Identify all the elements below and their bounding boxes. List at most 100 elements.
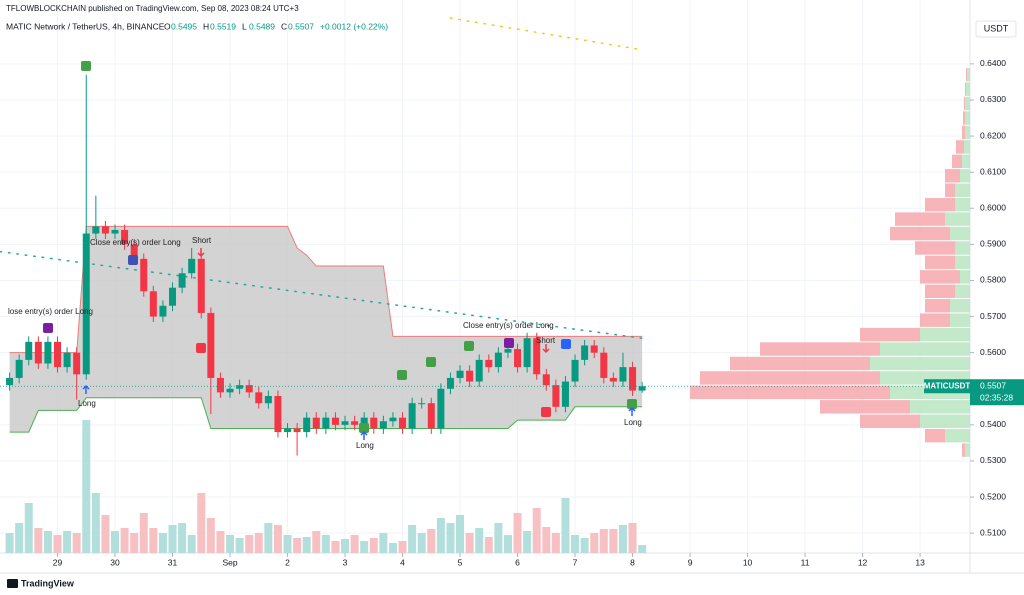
candle-body — [207, 312, 215, 378]
x-tick-label: Sep — [222, 557, 237, 567]
profile-down — [925, 255, 955, 270]
volume-bar — [398, 541, 407, 553]
symbol-tag: MATICUSDT — [924, 381, 971, 390]
candle-body — [274, 395, 282, 433]
candle-body — [437, 388, 445, 429]
candle-body — [264, 395, 272, 404]
volume-bar — [427, 529, 436, 553]
x-tick-label: 29 — [53, 557, 63, 567]
candle-body — [418, 403, 426, 405]
profile-up — [880, 342, 970, 356]
profile-up — [945, 428, 970, 443]
ohlc-label: C — [281, 21, 287, 31]
signal-marker — [196, 343, 206, 353]
last-price-box — [970, 379, 1024, 406]
profile-down — [965, 82, 966, 96]
volume-bar — [293, 538, 302, 553]
ohlc-value: 0.5507 — [288, 21, 314, 31]
profile-up — [965, 443, 970, 457]
ohlc-label: H — [203, 21, 209, 31]
volume-bar — [24, 503, 33, 553]
profile-down — [956, 140, 964, 154]
annotation: Long — [624, 418, 642, 427]
symbol: MATIC Network / TetherUS, 4h, BINANCE — [6, 21, 165, 31]
volume-bar — [618, 525, 627, 553]
candle-body — [600, 352, 608, 378]
profile-down — [966, 68, 967, 82]
signal-marker — [359, 423, 369, 433]
candle-body — [475, 359, 483, 382]
profile-down — [820, 400, 910, 414]
volume-bar — [638, 545, 647, 553]
x-tick-label: 30 — [110, 557, 120, 567]
volume-bar — [197, 493, 206, 553]
ohlc-value: 0.5495 — [171, 21, 197, 31]
profile-up — [955, 183, 970, 197]
branding: TradingView — [21, 578, 75, 588]
candle-body — [590, 345, 598, 353]
volume-bar — [178, 523, 187, 553]
volume-bar — [111, 531, 120, 553]
candle-body — [303, 417, 311, 433]
profile-down — [963, 111, 965, 125]
y-tick-label: 0.5400 — [980, 419, 1006, 429]
candle-body — [178, 273, 186, 288]
candle-body — [73, 352, 81, 375]
candle-body — [101, 226, 109, 234]
volume-bar — [379, 533, 388, 553]
x-tick-label: 13 — [915, 557, 925, 567]
candle-body — [619, 367, 627, 382]
profile-up — [964, 140, 970, 154]
candle-body — [504, 349, 512, 353]
candle-body — [25, 341, 33, 360]
profile-down — [690, 385, 890, 400]
profile-down — [760, 342, 880, 356]
volume-bar — [273, 525, 282, 553]
candle-body — [284, 428, 292, 433]
profile-up — [966, 82, 970, 96]
y-tick-label: 0.5600 — [980, 347, 1006, 357]
profile-down — [952, 154, 962, 169]
candle-body — [389, 417, 397, 422]
volume-bar — [158, 533, 167, 553]
profile-down — [895, 212, 945, 226]
candle-body — [533, 338, 541, 375]
currency[interactable]: USDT — [984, 23, 1009, 33]
volume-bar — [53, 535, 62, 553]
y-tick-label: 0.6300 — [980, 94, 1006, 104]
volume-bar — [254, 533, 263, 553]
channel-fill — [9, 226, 643, 433]
candle-body — [169, 287, 177, 306]
candle-body — [255, 392, 263, 404]
volume-bar — [417, 533, 426, 553]
profile-down — [945, 183, 955, 197]
signal-arrow — [360, 430, 368, 440]
y-tick-label: 0.5300 — [980, 455, 1006, 465]
volume-bar — [312, 531, 321, 553]
profile-up — [955, 197, 970, 212]
ohlc-value: 0.5519 — [210, 21, 236, 31]
x-tick-label: 8 — [630, 557, 635, 567]
volume-bar — [542, 527, 551, 553]
signal-arrow — [197, 248, 205, 258]
volume-bar — [130, 533, 139, 553]
volume-bar — [532, 508, 541, 553]
profile-up — [962, 154, 970, 169]
currency-box[interactable] — [975, 20, 1017, 38]
volume-bar — [63, 531, 72, 553]
volume-bar — [15, 523, 24, 553]
candle-body — [341, 421, 349, 425]
volume-bar — [206, 518, 215, 553]
y-tick-label: 0.5700 — [980, 311, 1006, 321]
profile-up — [960, 270, 970, 284]
x-tick-label: 6 — [515, 557, 520, 567]
volume-bar — [43, 531, 52, 553]
volume-bar — [72, 533, 81, 553]
profile-down — [920, 313, 950, 327]
candle-body — [351, 421, 359, 425]
ohlc-label: L — [242, 21, 247, 31]
volume-bar — [350, 535, 359, 553]
candle-body — [140, 258, 148, 292]
annotation: Short — [192, 236, 212, 245]
volume-bar — [369, 538, 378, 553]
